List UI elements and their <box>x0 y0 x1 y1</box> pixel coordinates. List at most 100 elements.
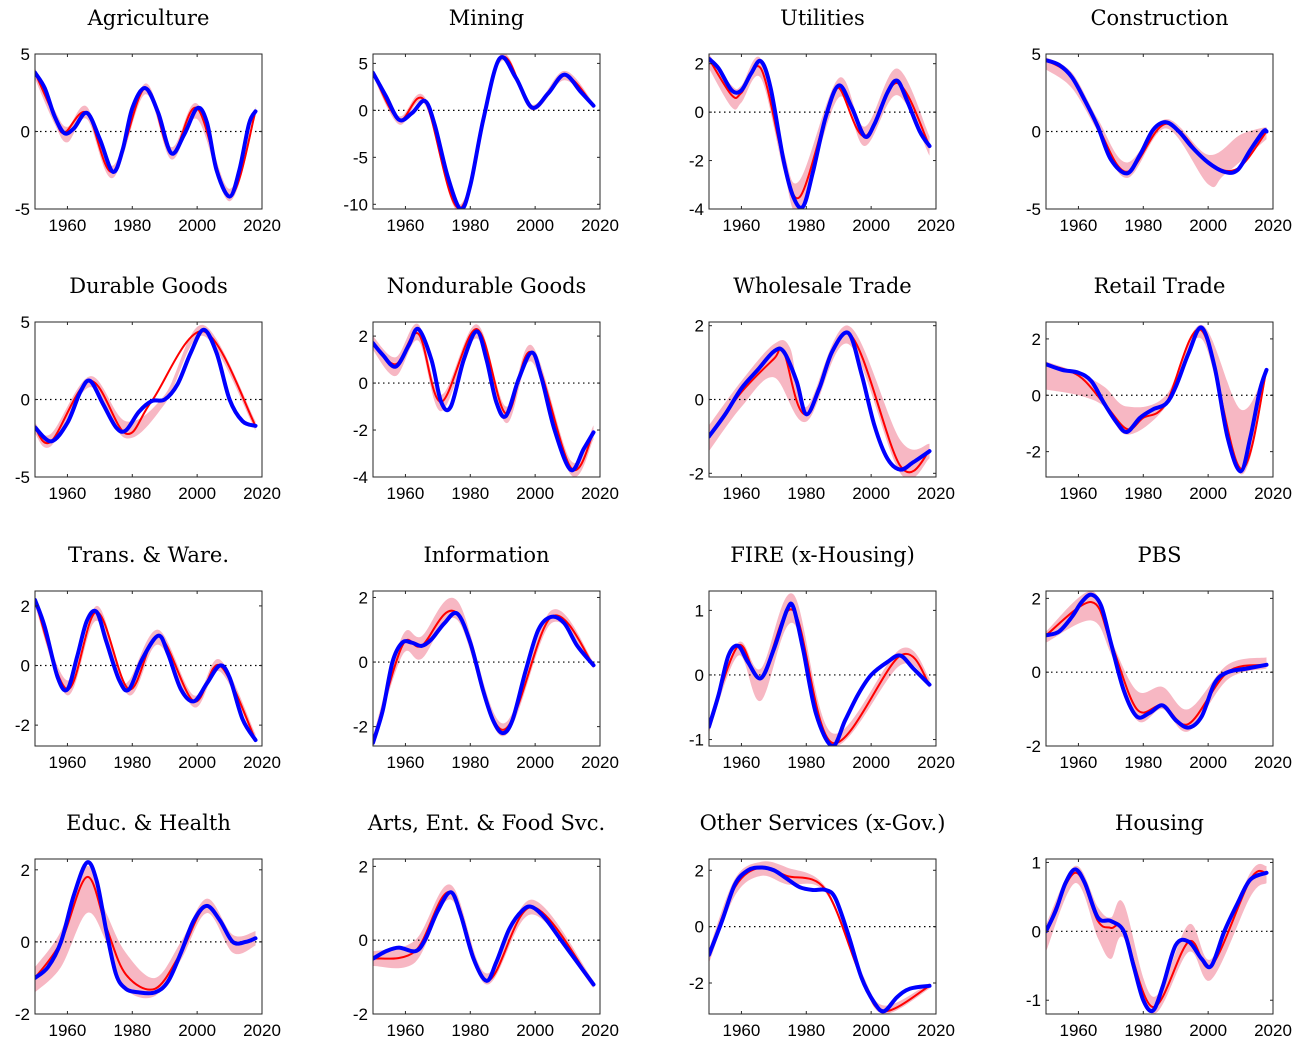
panel: Educ. & Health 1960 1980 2000 2020 -2 0 2 <box>15 811 281 1040</box>
plot-area <box>709 325 936 477</box>
panel: Durable Goods 1960 1980 2000 2020 -5 0 5 <box>15 274 281 503</box>
y-tick-label: 1 <box>695 601 704 620</box>
y-tick-label: 2 <box>359 857 368 876</box>
plot-area <box>373 323 600 477</box>
x-tick-label: 2000 <box>516 753 554 772</box>
y-tick-label: 0 <box>1032 663 1041 682</box>
x-tick-label: 1980 <box>451 484 489 503</box>
plot-area <box>1046 863 1273 1014</box>
plot-area <box>1046 324 1273 475</box>
panel-title: Durable Goods <box>69 274 227 298</box>
plot-area <box>373 884 600 989</box>
x-tick-label: 1960 <box>387 216 425 235</box>
y-tick-label: 0 <box>359 931 368 950</box>
y-tick-label: 0 <box>21 123 30 142</box>
y-tick-label: -5 <box>15 468 30 487</box>
x-tick-label: 2000 <box>1189 1021 1227 1040</box>
x-tick-label: 1980 <box>1124 1021 1162 1040</box>
axes-frame <box>372 858 601 1015</box>
confidence-band <box>709 54 930 209</box>
panel: Utilities 1960 1980 2000 2020 -4 -2 0 2 <box>689 6 955 235</box>
y-tick-label: 0 <box>359 653 368 672</box>
panel-title: Nondurable Goods <box>387 274 587 298</box>
axes-frame <box>1045 321 1274 478</box>
blue-series-line <box>35 70 258 199</box>
plot-area <box>373 597 600 746</box>
axes-frame <box>708 53 937 210</box>
y-tick-label: 2 <box>695 55 704 74</box>
x-tick-label: 1960 <box>49 1021 87 1040</box>
x-tick-label: 2000 <box>852 216 890 235</box>
x-tick-label: 2000 <box>516 1021 554 1040</box>
y-tick-label: 0 <box>1032 922 1041 941</box>
x-tick-label: 1960 <box>1060 1021 1098 1040</box>
plot-area <box>35 324 262 448</box>
y-tick-label: -2 <box>689 974 704 993</box>
x-tick-label: 1980 <box>787 753 825 772</box>
x-tick-label: 2000 <box>516 484 554 503</box>
blue-series-line <box>709 330 932 472</box>
y-tick-label: -5 <box>353 148 368 167</box>
x-tick-label: 1980 <box>1124 484 1162 503</box>
x-tick-label: 1980 <box>1124 753 1162 772</box>
plot-area <box>709 593 936 746</box>
y-tick-label: 5 <box>359 54 368 73</box>
y-tick-label: 2 <box>21 861 30 880</box>
blue-series-line <box>1046 325 1269 474</box>
x-tick-label: 1960 <box>387 1021 425 1040</box>
y-tick-label: -4 <box>689 200 704 219</box>
x-tick-label: 1980 <box>113 484 151 503</box>
x-tick-label: 2020 <box>243 1021 281 1040</box>
panel-title: Trans. & Ware. <box>68 543 229 567</box>
x-tick-label: 1960 <box>387 484 425 503</box>
panel-title: Utilities <box>780 6 865 30</box>
y-tick-label: -2 <box>353 718 368 737</box>
x-tick-label: 1980 <box>113 216 151 235</box>
y-tick-label: 0 <box>695 918 704 937</box>
panel: Nondurable Goods 1960 1980 2000 2020 -4 -2 0 2 <box>353 274 619 503</box>
y-tick-label: 1 <box>1032 853 1041 872</box>
red-series-line <box>1046 328 1268 470</box>
y-tick-label: -2 <box>353 421 368 440</box>
y-tick-label: 5 <box>21 313 30 332</box>
blue-series-line <box>709 865 932 1014</box>
red-series-line <box>373 609 595 744</box>
x-tick-label: 2020 <box>917 1021 955 1040</box>
panel-title: Information <box>423 543 549 567</box>
panel: Retail Trade 1960 1980 2000 2020 -2 0 2 <box>1026 274 1292 503</box>
y-tick-label: 0 <box>695 666 704 685</box>
y-tick-label: 5 <box>21 45 30 64</box>
panel-title: FIRE (x-Housing) <box>730 543 915 567</box>
x-tick-label: 2020 <box>581 753 619 772</box>
y-tick-label: 0 <box>695 103 704 122</box>
axes-frame <box>1045 53 1274 210</box>
confidence-band <box>35 596 256 744</box>
panel: PBS 1960 1980 2000 2020 -2 0 2 <box>1026 543 1292 772</box>
y-tick-label: 2 <box>1032 330 1041 349</box>
panel-title: Educ. & Health <box>66 811 231 835</box>
panel-title: Housing <box>1115 811 1204 835</box>
x-tick-label: 2000 <box>1189 484 1227 503</box>
red-series-line <box>1046 869 1267 1009</box>
plot-area <box>35 596 262 744</box>
axes-frame <box>1045 858 1274 1015</box>
x-tick-label: 1980 <box>787 1021 825 1040</box>
x-tick-label: 1960 <box>49 753 87 772</box>
panel: Arts, Ent. & Food Svc. 1960 1980 2000 2020 -2… <box>353 811 619 1040</box>
y-tick-label: -5 <box>15 200 30 219</box>
panel-title: Wholesale Trade <box>733 274 911 298</box>
x-tick-label: 1980 <box>787 484 825 503</box>
y-tick-label: 0 <box>21 933 30 952</box>
x-tick-label: 2020 <box>1254 216 1292 235</box>
y-tick-label: 5 <box>1032 45 1041 64</box>
x-tick-label: 1960 <box>723 1021 761 1040</box>
confidence-band <box>35 866 256 999</box>
panel: Other Services (x-Gov.) 1960 1980 2000 2020 -… <box>689 811 955 1040</box>
plot-area <box>709 54 936 209</box>
x-tick-label: 2000 <box>516 216 554 235</box>
confidence-band <box>373 597 594 746</box>
x-tick-label: 1960 <box>1060 216 1098 235</box>
x-tick-label: 1980 <box>451 216 489 235</box>
x-tick-label: 1960 <box>1060 753 1098 772</box>
y-tick-label: -5 <box>1026 200 1041 219</box>
